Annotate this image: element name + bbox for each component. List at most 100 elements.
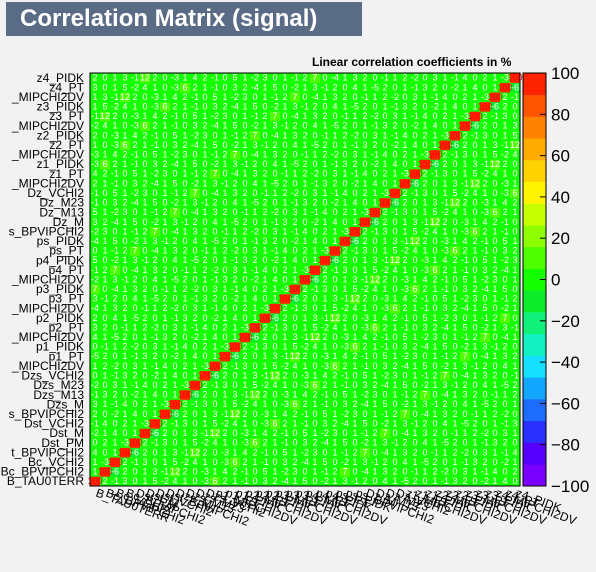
heatmap-cell bbox=[280, 169, 291, 179]
heatmap-cell bbox=[260, 447, 271, 458]
heatmap-cell bbox=[350, 255, 361, 266]
heatmap-cell bbox=[250, 380, 261, 391]
cell-value-label: 2 bbox=[272, 236, 277, 246]
cell-value-label: 1 bbox=[242, 294, 247, 304]
cell-value-label: 2 bbox=[292, 409, 297, 419]
heatmap-cell bbox=[100, 341, 111, 352]
cell-value-label: 7 bbox=[112, 265, 117, 275]
cell-value-label: 0 bbox=[252, 466, 257, 476]
heatmap-cell bbox=[430, 178, 441, 189]
cell-value-label: 1 bbox=[302, 207, 307, 217]
heatmap-cell bbox=[340, 149, 351, 160]
heatmap-cell bbox=[240, 457, 251, 468]
cell-value-label: 2 bbox=[242, 226, 247, 236]
cell-value-label: 0 bbox=[412, 322, 417, 332]
heatmap-cell bbox=[150, 428, 161, 439]
cell-value-label: 0 bbox=[92, 370, 97, 380]
heatmap-cell bbox=[440, 121, 451, 131]
heatmap-cell bbox=[240, 236, 251, 247]
heatmap-cell bbox=[470, 313, 481, 324]
cell-value-label: 1 bbox=[352, 332, 357, 342]
heatmap-cell bbox=[470, 361, 481, 372]
cell-value-label: -1 bbox=[281, 169, 289, 179]
heatmap-cell bbox=[140, 217, 151, 227]
heatmap-cell bbox=[90, 361, 101, 372]
cell-value-label: 1 bbox=[422, 198, 427, 208]
heatmap-cell bbox=[170, 111, 181, 122]
cell-value-label: 3 bbox=[492, 438, 497, 448]
cell-value-label: 2 bbox=[132, 274, 137, 284]
heatmap-cell bbox=[250, 207, 261, 218]
cell-value-label: 0 bbox=[372, 361, 377, 371]
cell-value-label: 2 bbox=[462, 92, 467, 102]
heatmap-cell bbox=[190, 140, 201, 151]
cell-value-label: 2 bbox=[92, 178, 97, 188]
heatmap-cell bbox=[190, 380, 201, 391]
cell-value-label: 1 bbox=[482, 140, 487, 150]
cell-value-label: -2 bbox=[111, 255, 119, 265]
cell-value-label: -1 bbox=[391, 101, 399, 111]
heatmap-cell bbox=[140, 159, 151, 170]
cell-value-label: 0 bbox=[332, 274, 337, 284]
cell-value-label: 1 bbox=[342, 322, 347, 332]
cell-value-label: 4 bbox=[502, 361, 507, 371]
heatmap-cell bbox=[410, 73, 421, 83]
heatmap-cell bbox=[90, 236, 101, 247]
heatmap-cell bbox=[130, 466, 141, 477]
cell-value-label: 1 bbox=[412, 303, 417, 313]
heatmap-cell bbox=[100, 188, 111, 199]
y-tick-label: ps_PT bbox=[49, 244, 84, 258]
heatmap-cell bbox=[220, 73, 231, 83]
heatmap-cell bbox=[300, 207, 311, 218]
heatmap-cell bbox=[310, 207, 321, 218]
heatmap-cell bbox=[410, 418, 421, 429]
cell-value-label: 0 bbox=[182, 303, 187, 313]
cell-value-label: 3 bbox=[112, 198, 117, 208]
cell-value-label: -5 bbox=[231, 217, 239, 227]
heatmap-cell bbox=[90, 341, 101, 352]
cell-value-label: 2 bbox=[102, 361, 107, 371]
heatmap-cell bbox=[230, 418, 241, 429]
cell-value-label: 2 bbox=[362, 111, 367, 121]
heatmap-cell bbox=[360, 428, 371, 439]
cell-value-label: 100 bbox=[447, 130, 462, 140]
cell-value-label: 0 bbox=[452, 226, 457, 236]
cell-value-label: 0 bbox=[492, 457, 497, 467]
cell-value-label: 5 bbox=[302, 476, 307, 486]
heatmap-cell bbox=[390, 226, 401, 237]
cell-value-label: 1 bbox=[412, 370, 417, 380]
heatmap-cell bbox=[100, 437, 111, 448]
cell-value-label: -1 bbox=[151, 438, 159, 448]
heatmap-cell bbox=[430, 140, 441, 151]
cell-value-label: 3 bbox=[92, 294, 97, 304]
heatmap-cell bbox=[330, 149, 341, 160]
heatmap-cell bbox=[180, 178, 191, 189]
cell-value-label: 1 bbox=[302, 322, 307, 332]
heatmap-cell bbox=[190, 303, 201, 314]
heatmap-cell bbox=[250, 476, 261, 487]
cell-value-label: 4 bbox=[302, 226, 307, 236]
cell-value-label: 3 bbox=[402, 418, 407, 428]
heatmap-cell bbox=[380, 149, 391, 160]
heatmap-cell bbox=[280, 409, 291, 420]
heatmap-cell bbox=[130, 130, 141, 141]
cell-value-label: -4 bbox=[321, 438, 329, 448]
heatmap-cell bbox=[150, 92, 161, 103]
cell-value-label: 1 bbox=[122, 351, 127, 361]
heatmap-cell bbox=[400, 111, 411, 122]
cell-value-label: 4 bbox=[162, 361, 167, 371]
heatmap-cell bbox=[510, 159, 521, 170]
heatmap-cell bbox=[320, 351, 331, 362]
heatmap-cell bbox=[500, 159, 511, 170]
cell-value-label: 0 bbox=[482, 418, 487, 428]
heatmap-cell bbox=[270, 409, 281, 420]
cell-value-label: 0 bbox=[422, 140, 427, 150]
cell-value-label: 4 bbox=[322, 207, 327, 217]
heatmap-cell bbox=[320, 226, 331, 237]
heatmap-cell bbox=[450, 217, 461, 227]
heatmap-cell bbox=[470, 457, 481, 468]
cell-value-label: 3 bbox=[162, 169, 167, 179]
cell-value-label: -1 bbox=[451, 380, 459, 390]
cell-value-label: -1 bbox=[171, 418, 179, 428]
heatmap-cell bbox=[280, 149, 291, 160]
